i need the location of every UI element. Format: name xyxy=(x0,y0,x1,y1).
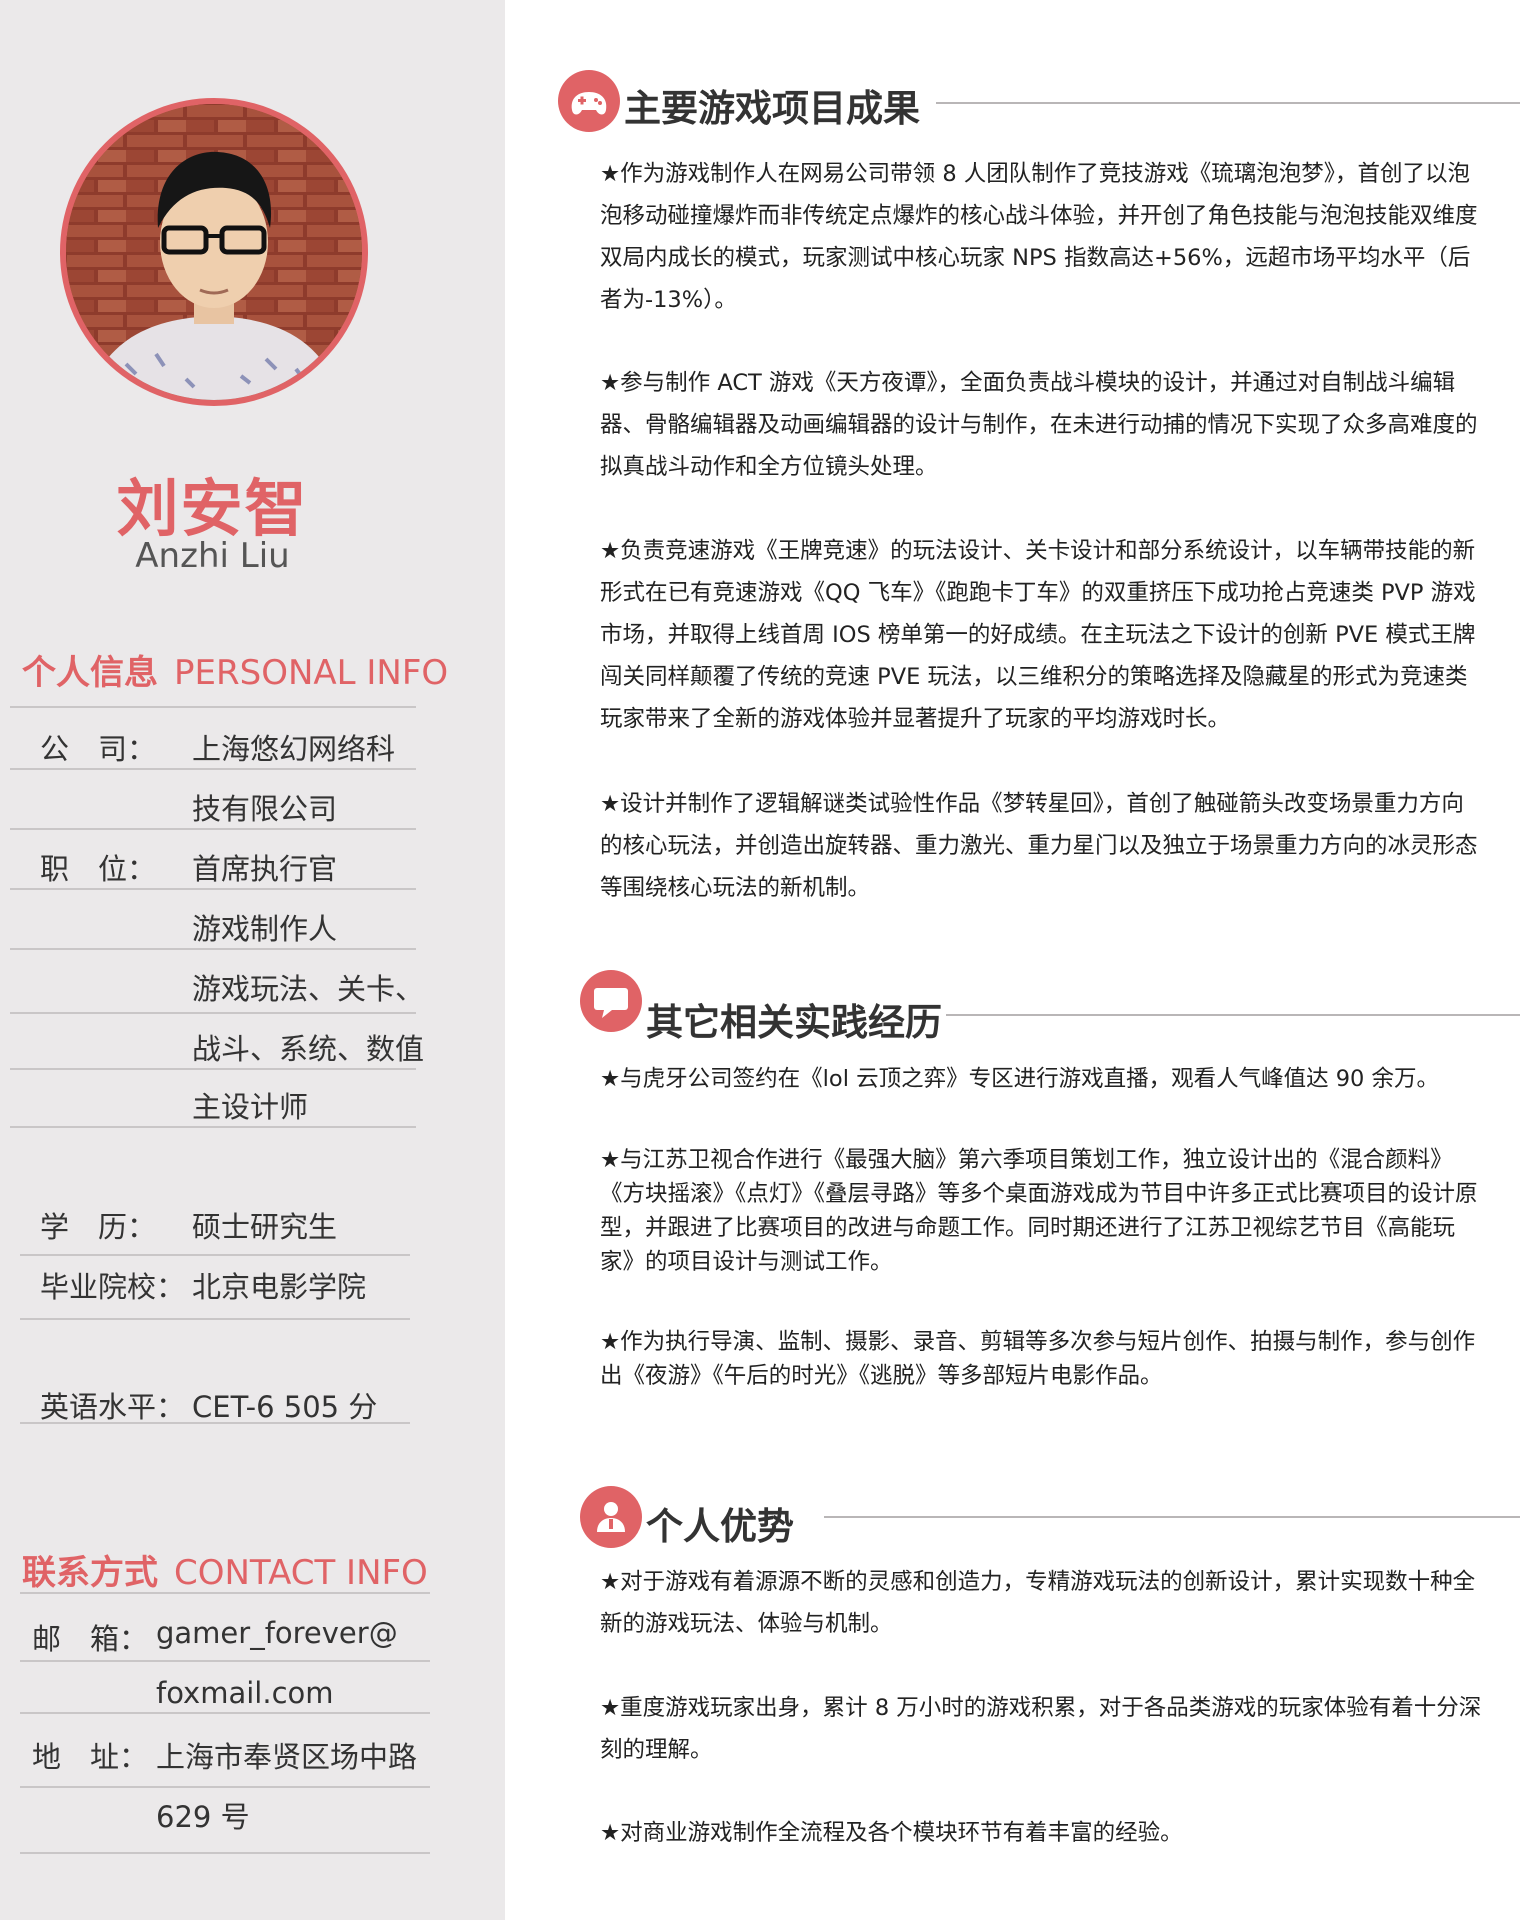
company-value: 上海悠幻网络科 xyxy=(192,732,396,766)
avatar xyxy=(60,98,368,406)
divider xyxy=(20,1318,410,1320)
section-title: 主要游戏项目成果 xyxy=(624,87,920,130)
project-paragraph-2: ★参与制作 ACT 游戏《天方夜谭》，全面负责战斗模块的设计，并通过对自制战斗编… xyxy=(600,370,1478,480)
section-header-other-experience: 其它相关实践经历 xyxy=(580,970,1520,1044)
experience-paragraph-2: ★与江苏卫视合作进行《最强大脑》第六季项目策划工作，独立设计出的《混合颜料》《方… xyxy=(600,1147,1478,1275)
company-label: 公 司： xyxy=(40,732,157,766)
divider xyxy=(10,1126,416,1128)
chat-icon xyxy=(580,970,642,1032)
advantage-paragraph-3: ★对商业游戏制作全流程及各个模块环节有着丰富的经验。 xyxy=(600,1820,1183,1846)
divider xyxy=(20,1660,430,1662)
education-label: 学 历： xyxy=(40,1210,157,1244)
contact-info-heading: 联系方式 CONTACT INFO xyxy=(22,1553,428,1593)
advantage-paragraph-2: ★重度游戏玩家出身，累计 8 万小时的游戏积累，对于各品类游戏的玩家体验有着十分… xyxy=(600,1695,1482,1763)
divider xyxy=(20,1592,430,1594)
personal-info-heading: 个人信息 PERSONAL INFO xyxy=(22,653,449,693)
divider xyxy=(10,1068,416,1070)
name-chinese: 刘安智 xyxy=(116,472,309,545)
divider xyxy=(20,1254,410,1256)
sidebar: 刘安智 Anzhi Liu 个人信息 PERSONAL INFO 公 司： 上海悠… xyxy=(0,0,505,1920)
section-title: 其它相关实践经历 xyxy=(646,1001,942,1044)
divider xyxy=(10,1012,416,1014)
section-header-advantages: 个人优势 xyxy=(580,1486,1520,1556)
english-label: 英语水平： xyxy=(40,1390,186,1424)
section-rule xyxy=(946,1014,1520,1016)
section-header-main-projects: 主要游戏项目成果 xyxy=(558,70,1520,140)
email-label: 邮 箱： xyxy=(32,1622,149,1656)
project-paragraph-1: ★作为游戏制作人在网易公司带领 8 人团队制作了竞技游戏《琉璃泡泡梦》，首创了以… xyxy=(600,161,1478,313)
english-value: CET-6 505 分 xyxy=(192,1390,378,1424)
email-value-cont[interactable]: foxmail.com xyxy=(156,1676,334,1710)
divider xyxy=(20,1422,410,1424)
section-rule xyxy=(824,1516,1520,1518)
divider xyxy=(20,1712,430,1714)
position-label: 职 位： xyxy=(40,852,157,886)
position-value-5: 主设计师 xyxy=(192,1090,309,1124)
project-paragraph-3: ★负责竞速游戏《王牌竞速》的玩法设计、关卡设计和部分系统设计，以车辆带技能的新形… xyxy=(600,538,1476,732)
company-value-cont: 技有限公司 xyxy=(192,792,338,826)
education-value: 硕士研究生 xyxy=(192,1210,338,1244)
divider xyxy=(20,1852,430,1854)
address-value: 上海市奉贤区场中路 xyxy=(156,1740,418,1774)
position-value: 首席执行官 xyxy=(192,852,338,886)
experience-paragraph-3: ★作为执行导演、监制、摄影、录音、剪辑等多次参与短片创作、拍摄与制作，参与创作出… xyxy=(600,1329,1476,1389)
gamepad-icon xyxy=(558,70,620,132)
address-label: 地 址： xyxy=(32,1740,149,1774)
divider xyxy=(10,888,416,890)
portrait-photo xyxy=(66,104,362,400)
email-value[interactable]: gamer_forever@ xyxy=(156,1616,398,1650)
section-title: 个人优势 xyxy=(646,1505,794,1548)
divider xyxy=(20,1786,430,1788)
divider xyxy=(10,948,416,950)
position-value-2: 游戏制作人 xyxy=(192,912,338,946)
divider xyxy=(10,828,416,830)
name-english: Anzhi Liu xyxy=(135,536,290,576)
position-value-3: 游戏玩法、关卡、 xyxy=(192,972,425,1006)
advantage-paragraph-1: ★对于游戏有着源源不断的灵感和创造力，专精游戏玩法的创新设计，累计实现数十种全新… xyxy=(600,1569,1476,1637)
section-rule xyxy=(936,102,1520,104)
divider xyxy=(10,768,416,770)
project-paragraph-4: ★设计并制作了逻辑解谜类试验性作品《梦转星回》，首创了触碰箭头改变场景重力方向的… xyxy=(600,791,1478,901)
person-icon xyxy=(580,1486,642,1548)
experience-paragraph-1: ★与虎牙公司签约在《lol 云顶之弈》专区进行游戏直播，观看人气峰值达 90 余… xyxy=(600,1066,1440,1092)
position-value-4: 战斗、系统、数值 xyxy=(192,1032,425,1066)
divider xyxy=(10,706,416,708)
school-label: 毕业院校： xyxy=(40,1270,186,1304)
address-value-cont: 629 号 xyxy=(156,1800,250,1834)
school-value: 北京电影学院 xyxy=(192,1270,367,1304)
